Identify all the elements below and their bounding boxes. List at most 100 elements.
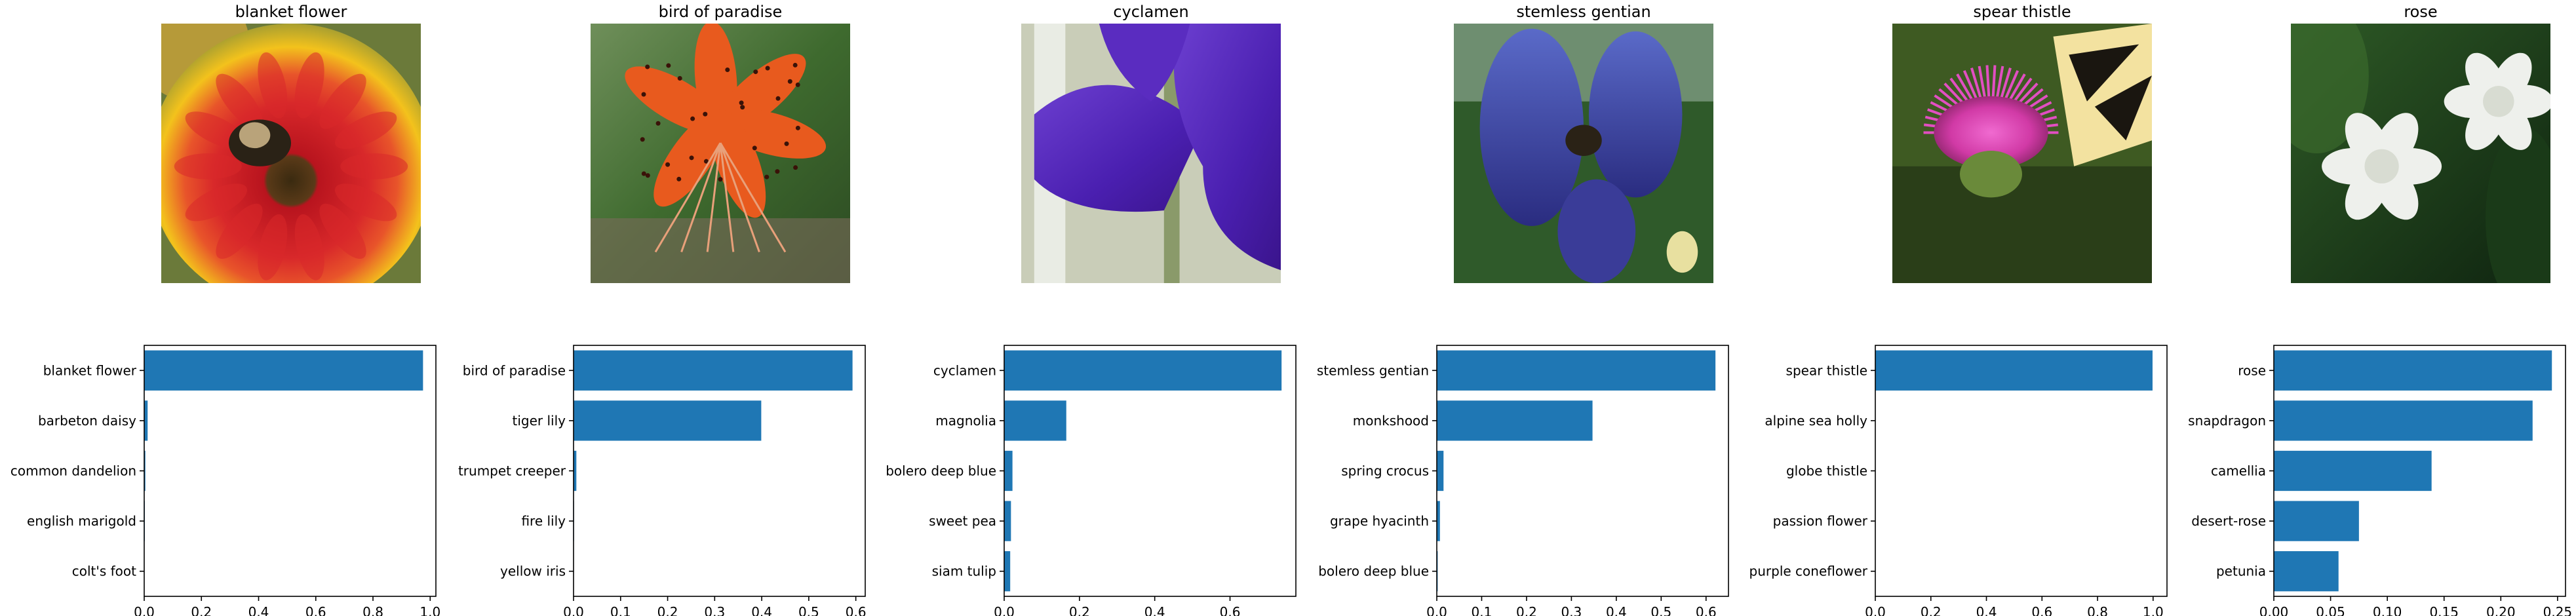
- y-tick-label: common dandelion: [10, 463, 136, 479]
- x-tick-label: 0.10: [2373, 604, 2402, 616]
- y-tick-label: globe thistle: [1786, 463, 1867, 479]
- bar: [1004, 450, 1013, 491]
- bar: [2274, 350, 2552, 391]
- flower-photo-rose: [2291, 24, 2550, 283]
- image-title: cyclamen: [1113, 3, 1188, 21]
- bar: [1437, 450, 1444, 491]
- y-tick-label: rose: [2238, 362, 2266, 378]
- bar-chart: blanket flower barbeton daisy common dande…: [10, 345, 440, 616]
- bar: [144, 350, 423, 391]
- bar: [1875, 350, 2153, 391]
- x-tick-label: 0.2: [657, 604, 678, 616]
- bar: [144, 450, 146, 491]
- x-tick-label: 0.6: [1696, 604, 1717, 616]
- x-tick-label: 0.5: [798, 604, 819, 616]
- y-tick-label: cyclamen: [933, 362, 996, 378]
- x-tick-label: 0.0: [994, 604, 1015, 616]
- y-tick-label: sweet pea: [929, 513, 996, 529]
- bar: [1004, 350, 1282, 391]
- y-tick-label: tiger lily: [513, 413, 566, 429]
- image-title: rose: [2404, 3, 2437, 21]
- x-tick-label: 0.3: [704, 604, 725, 616]
- y-tick-label: petunia: [2216, 564, 2266, 579]
- bar: [144, 400, 148, 441]
- y-tick-label: bird of paradise: [463, 362, 566, 378]
- bar-chart: spear thistle alpine sea holly globe thist…: [1749, 345, 2168, 616]
- image-title: bird of paradise: [659, 3, 783, 21]
- flower-photo-bird-of-paradise: [591, 24, 850, 283]
- bar: [574, 450, 577, 491]
- flower-photo-blanket-flower: [161, 24, 421, 283]
- bar: [574, 350, 853, 391]
- x-tick-label: 0.5: [1650, 604, 1671, 616]
- bar: [1437, 501, 1440, 541]
- x-tick-label: 0.2: [191, 604, 212, 616]
- x-tick-label: 1.0: [2143, 604, 2164, 616]
- flower-photo-cyclamen: [1021, 24, 1281, 283]
- x-tick-label: 0.6: [305, 604, 326, 616]
- x-tick-label: 0.0: [1865, 604, 1886, 616]
- x-tick-label: 0.15: [2429, 604, 2459, 616]
- bar: [1004, 551, 1011, 592]
- x-tick-label: 0.25: [2543, 604, 2573, 616]
- x-tick-label: 0.2: [1069, 604, 1090, 616]
- bar-chart: cyclamen magnolia bolero deep blue sweet pe…: [886, 345, 1297, 616]
- x-tick-label: 0.8: [2087, 604, 2108, 616]
- y-tick-label: purple coneflower: [1749, 564, 1868, 579]
- x-tick-label: 0.4: [1144, 604, 1165, 616]
- y-tick-label: passion flower: [1773, 513, 1868, 529]
- panel: spear thistle spear thistle alpine sea hol…: [1749, 3, 2168, 616]
- bar-chart: bird of paradise tiger lily trumpet creepe…: [458, 345, 867, 616]
- y-tick-label: spear thistle: [1786, 362, 1867, 378]
- y-tick-label: grape hyacinth: [1330, 513, 1429, 529]
- x-tick-label: 0.2: [1921, 604, 1942, 616]
- bar: [1004, 400, 1066, 441]
- image-title: spear thistle: [1973, 3, 2071, 21]
- x-tick-label: 0.4: [751, 604, 772, 616]
- x-tick-label: 0.1: [1472, 604, 1493, 616]
- image-title: stemless gentian: [1516, 3, 1650, 21]
- x-tick-label: 0.1: [610, 604, 631, 616]
- flower-photo-spear-thistle: [1892, 24, 2152, 283]
- y-tick-label: colt's foot: [72, 564, 136, 579]
- flower-photo-stemless-gentian: [1454, 24, 1713, 283]
- y-tick-label: blanket flower: [43, 362, 137, 378]
- x-tick-label: 0.2: [1516, 604, 1537, 616]
- y-tick-label: snapdragon: [2188, 413, 2266, 429]
- y-tick-label: english marigold: [27, 513, 136, 529]
- x-tick-label: 0.6: [2031, 604, 2052, 616]
- bar: [2274, 400, 2533, 441]
- panel: bird of paradise bird of paradise tiger li…: [458, 3, 867, 616]
- x-tick-label: 0.0: [563, 604, 584, 616]
- x-tick-label: 0.6: [846, 604, 867, 616]
- bar: [2274, 501, 2359, 541]
- x-tick-label: 0.4: [1976, 604, 1997, 616]
- x-tick-label: 0.05: [2316, 604, 2345, 616]
- y-tick-label: desert-rose: [2191, 513, 2266, 529]
- panel: blanket flower blanket flower barbeton dai…: [10, 3, 440, 616]
- y-tick-label: trumpet creeper: [458, 463, 566, 479]
- x-tick-label: 0.00: [2259, 604, 2289, 616]
- image-title: blanket flower: [235, 3, 347, 21]
- y-tick-label: barbeton daisy: [38, 413, 136, 429]
- y-tick-label: bolero deep blue: [1318, 564, 1429, 579]
- bar: [2274, 450, 2432, 491]
- bar-chart: stemless gentian monkshood spring crocus gr…: [1317, 345, 1729, 616]
- y-tick-label: spring crocus: [1341, 463, 1429, 479]
- y-tick-label: monkshood: [1353, 413, 1429, 429]
- y-tick-label: yellow iris: [500, 564, 566, 579]
- x-tick-label: 0.4: [1606, 604, 1627, 616]
- y-tick-label: camellia: [2211, 463, 2266, 479]
- y-tick-label: magnolia: [935, 413, 996, 429]
- y-tick-label: siam tulip: [932, 564, 996, 579]
- bar: [1437, 400, 1593, 441]
- y-tick-label: alpine sea holly: [1765, 413, 1867, 429]
- x-tick-label: 1.0: [420, 604, 440, 616]
- x-tick-label: 0.3: [1561, 604, 1582, 616]
- bar: [574, 400, 762, 441]
- x-tick-label: 0.4: [248, 604, 269, 616]
- x-tick-label: 0.6: [1220, 604, 1241, 616]
- y-tick-label: stemless gentian: [1317, 362, 1429, 378]
- x-tick-label: 0.8: [362, 604, 383, 616]
